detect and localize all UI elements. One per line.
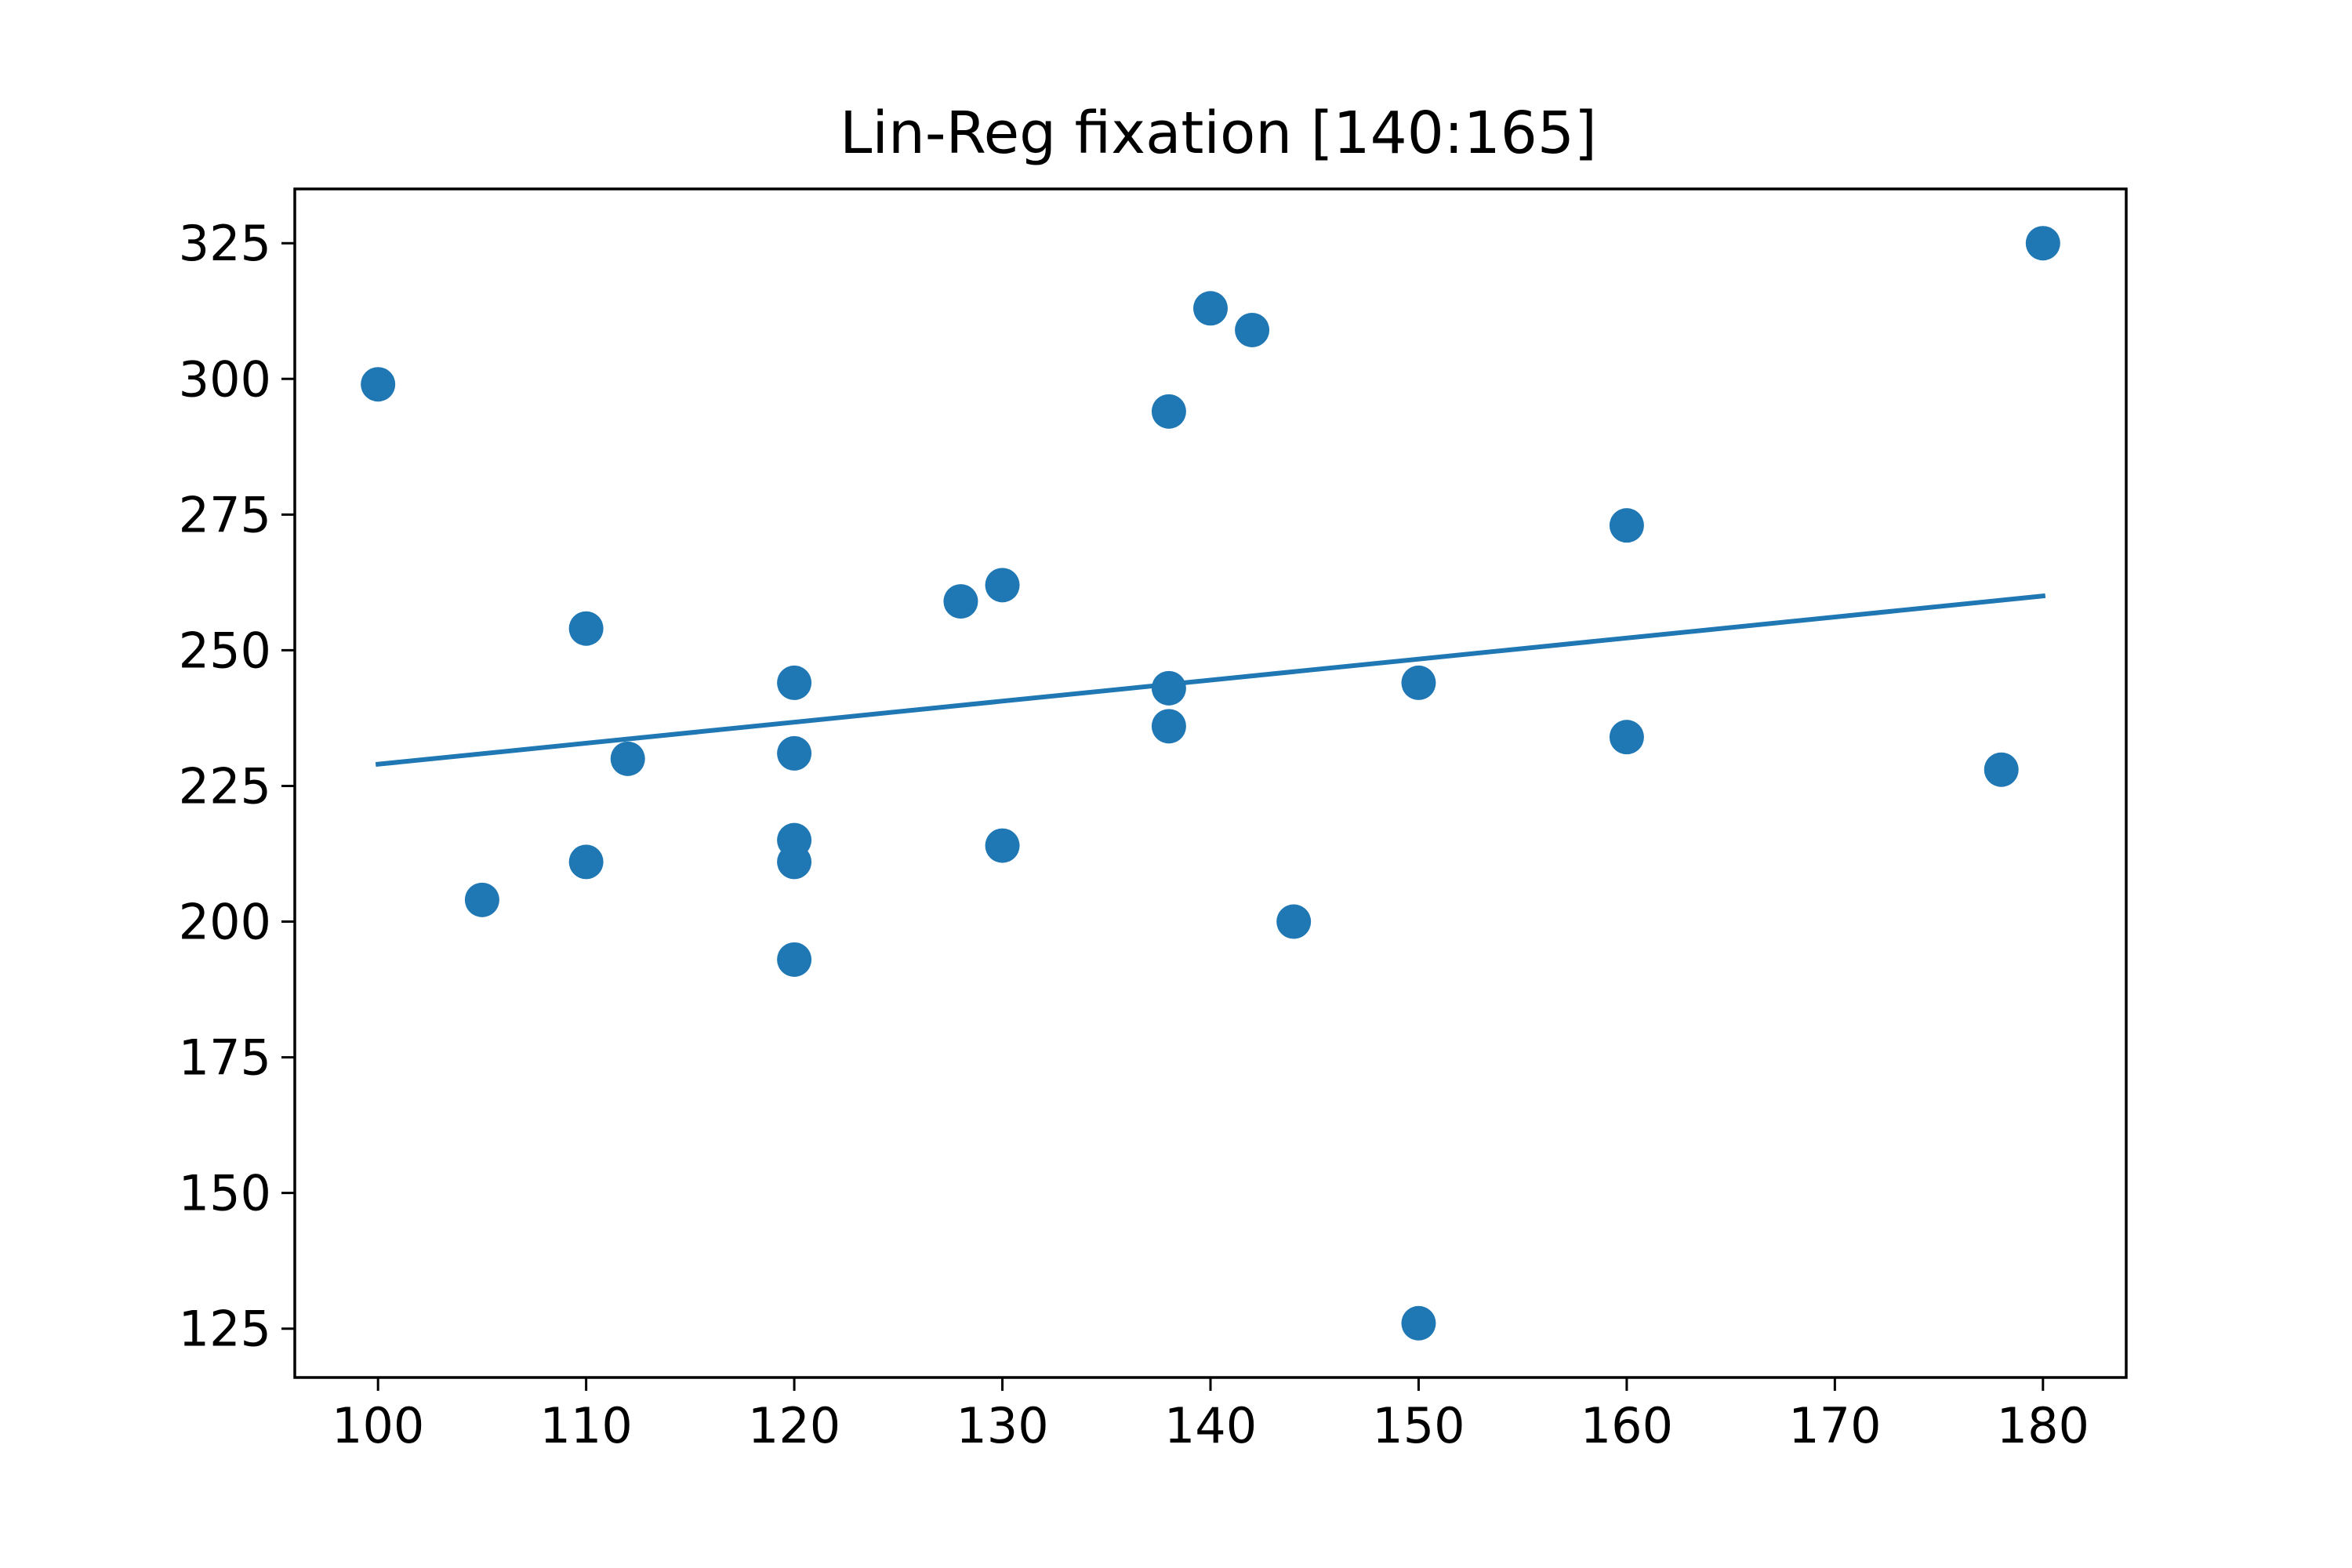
scatter-point [777, 735, 812, 771]
scatter-point [361, 367, 396, 402]
x-tick-label: 100 [332, 1397, 424, 1454]
scatter-point [777, 844, 812, 880]
scatter-point [1235, 312, 1270, 347]
scatter-point [1151, 670, 1186, 706]
x-tick-label: 130 [956, 1397, 1048, 1454]
scatter-point [985, 828, 1020, 863]
scatter-point [1193, 291, 1228, 326]
axes-frame [293, 187, 2128, 1379]
scatter-point [985, 568, 1020, 603]
x-tick-label: 170 [1788, 1397, 1881, 1454]
scatter-point [464, 882, 499, 917]
y-tick-label: 275 [179, 486, 271, 543]
scatter-point [943, 584, 978, 619]
scatter-point [1151, 709, 1186, 744]
plot-area [361, 226, 2060, 1341]
x-tick-label: 180 [1997, 1397, 2089, 1454]
y-tick-label: 225 [179, 757, 271, 815]
chart-title: Lin-Reg fixation [140:165] [840, 100, 1597, 167]
scatter-point [777, 665, 812, 700]
y-tick-label: 150 [179, 1165, 271, 1222]
y-tick-label: 175 [179, 1029, 271, 1087]
y-tick-label: 200 [179, 894, 271, 951]
scatter-point [1401, 1305, 1436, 1341]
scatter-point [610, 741, 645, 776]
x-tick-label: 120 [748, 1397, 840, 1454]
scatter-point [1609, 508, 1644, 543]
scatter-point [1609, 720, 1644, 755]
scatter-point [1276, 904, 1312, 939]
scatter-point [568, 844, 604, 880]
scatter-point [777, 942, 812, 977]
y-tick-label: 125 [179, 1301, 271, 1358]
scatter-point [1401, 665, 1436, 700]
y-axis-ticks: 125 150 175 200 225 250 275 300 325 [179, 215, 295, 1358]
x-tick-label: 160 [1581, 1397, 1673, 1454]
y-tick-label: 325 [179, 215, 271, 272]
x-axis-ticks: 100 110 120 130 140 150 160 170 180 [332, 1377, 2089, 1454]
y-tick-label: 300 [179, 350, 271, 408]
y-tick-label: 250 [179, 622, 271, 679]
scatter-point [1984, 752, 2019, 787]
scatter-point [1151, 394, 1186, 429]
regression-line [375, 593, 2046, 768]
x-tick-label: 140 [1164, 1397, 1257, 1454]
scatter-point [568, 611, 604, 646]
scatter-point [2025, 226, 2060, 261]
x-tick-label: 110 [539, 1397, 632, 1454]
x-tick-label: 150 [1372, 1397, 1465, 1454]
